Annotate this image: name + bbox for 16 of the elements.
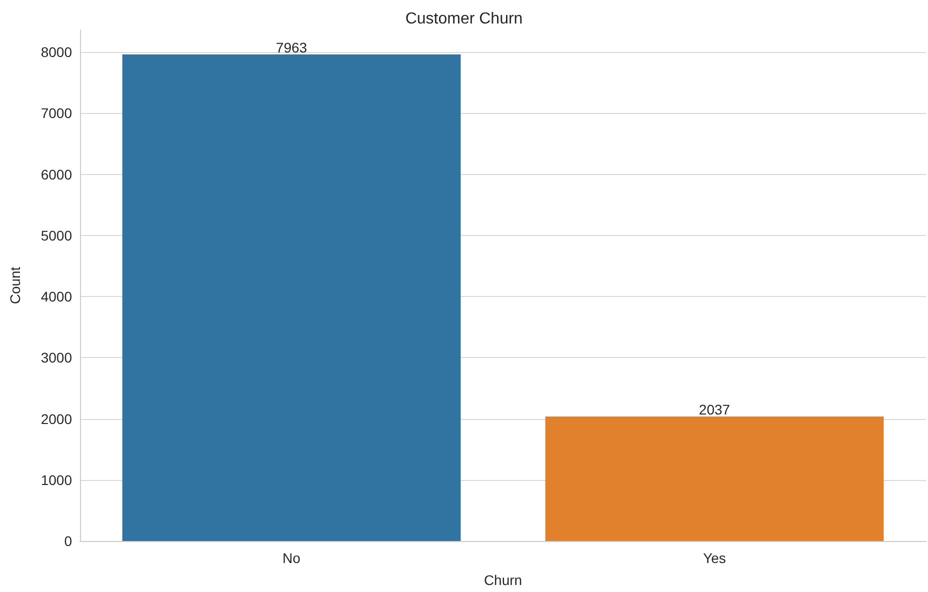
y-tick-label: 4000 bbox=[40, 288, 72, 305]
y-tick-label: 7000 bbox=[40, 105, 72, 122]
y-tick-label: 2000 bbox=[40, 410, 72, 427]
y-tick-label: 1000 bbox=[40, 472, 72, 488]
y-tick-label: 3000 bbox=[40, 350, 72, 366]
x-tick-label: No bbox=[282, 550, 301, 566]
data-label: 2037 bbox=[698, 402, 730, 418]
y-tick-label: 5000 bbox=[40, 227, 72, 244]
x-axis-title: Churn bbox=[484, 572, 522, 588]
chart-title: Customer Churn bbox=[405, 10, 523, 28]
x-tick-label: Yes bbox=[703, 550, 726, 566]
y-tick-label: 0 bbox=[64, 533, 72, 549]
y-tick-label: 6000 bbox=[40, 166, 72, 182]
data-label: 7963 bbox=[276, 39, 308, 56]
y-tick-label: 8000 bbox=[40, 44, 72, 60]
y-axis-title: Count bbox=[7, 266, 23, 304]
